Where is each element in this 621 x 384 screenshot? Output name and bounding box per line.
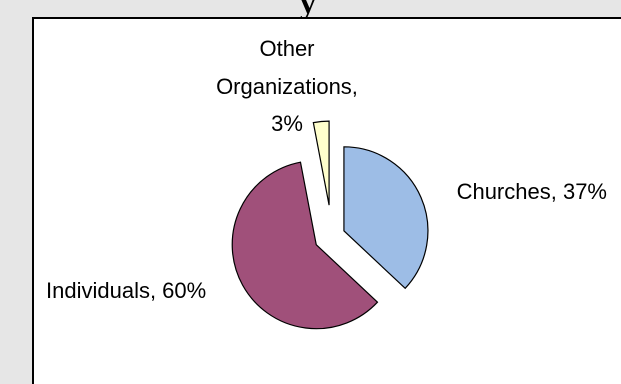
label-other-line-1: Other [259, 36, 314, 61]
label-individuals: Individuals, 60% [46, 278, 206, 303]
slice-other-organizations [312, 120, 330, 206]
header-title-fragment: y [300, 0, 316, 20]
pie-slices [231, 120, 429, 330]
label-other-line-2: Organizations, [216, 74, 358, 99]
label-other-line-3: 3% [271, 111, 303, 136]
slice-individuals [231, 161, 379, 330]
slice-churches [343, 146, 429, 290]
label-churches: Churches, 37% [457, 179, 607, 204]
